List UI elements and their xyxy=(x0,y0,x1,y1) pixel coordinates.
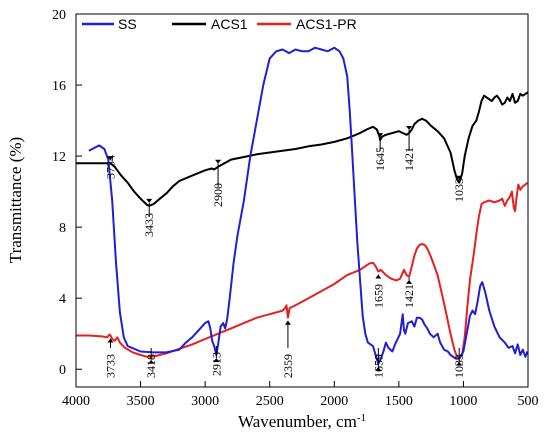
x-tick-label-1000: 1000 xyxy=(449,394,477,409)
annotation-label-1645-11: 1645 xyxy=(373,147,387,171)
legend-label-ss: SS xyxy=(118,16,137,32)
annotation-arrowhead-3734-8 xyxy=(107,156,114,161)
legend-label-acs1: ACS1 xyxy=(211,16,248,32)
x-axis-title: Wavenumber, cm-1 xyxy=(238,412,366,431)
x-axis-title-superscript: -1 xyxy=(357,412,366,424)
x-tick-label-4000: 4000 xyxy=(62,394,90,409)
y-axis-title: Transmittance (%) xyxy=(6,137,25,263)
annotation-label-1421-12: 1421 xyxy=(402,147,416,171)
annotation-arrowhead-1421-12 xyxy=(406,126,413,131)
x-tick-label-3500: 3500 xyxy=(127,394,155,409)
y-tick-label-12: 12 xyxy=(52,150,66,165)
series-line-acs1 xyxy=(76,91,529,207)
annotation-arrowhead-3433-9 xyxy=(146,198,153,203)
annotation-label-1033-7: 1033 xyxy=(452,354,466,378)
annotation-arrowhead-1659-5 xyxy=(375,274,382,279)
legend: SS ACS1 ACS1-PR xyxy=(82,16,357,32)
y-tick-label-8: 8 xyxy=(59,221,66,236)
annotation-layer: 3733 3418 2913 2359 1659 1659 1421 1033 3734 3433… xyxy=(103,126,466,378)
y-tick-labels: 0 4 8 12 16 20 xyxy=(52,8,66,378)
annotation-arrowhead-1033-7 xyxy=(456,361,463,366)
annotation-arrowhead-3418-1 xyxy=(148,359,155,364)
annotation-arrowhead-1645-11 xyxy=(377,133,384,138)
annotation-arrowhead-1033-13 xyxy=(456,175,463,180)
annotation-label-3418-1: 3418 xyxy=(144,354,158,378)
series-line-acs1-pr xyxy=(76,181,529,360)
x-axis-title-main: Wavenumber, cm xyxy=(238,412,357,431)
annotation-arrowhead-2913-2 xyxy=(213,358,220,363)
annotation-label-1033-13: 1033 xyxy=(452,178,466,202)
series-line-ss xyxy=(88,46,529,365)
y-tick-label-20: 20 xyxy=(52,8,66,23)
y-tick-label-0: 0 xyxy=(59,363,66,378)
x-tick-label-2500: 2500 xyxy=(256,394,284,409)
annotation-arrowhead-1659-4 xyxy=(375,366,382,371)
annotation-label-3433-9: 3433 xyxy=(142,213,156,237)
annotation-label-1659-4: 1659 xyxy=(371,354,385,378)
x-tick-label-1500: 1500 xyxy=(385,394,413,409)
series-layer xyxy=(76,46,529,365)
annotation-label-1659-5: 1659 xyxy=(371,284,385,308)
annotation-label-2359-3: 2359 xyxy=(281,354,295,378)
legend-label-acs1-pr: ACS1-PR xyxy=(296,16,357,32)
annotation-label-1421-6: 1421 xyxy=(402,284,416,308)
annotation-arrowhead-2359-3 xyxy=(284,320,291,325)
annotation-arrowhead-1421-6 xyxy=(406,279,413,284)
annotation-label-2913-2: 2913 xyxy=(209,352,223,376)
y-tick-label-4: 4 xyxy=(59,292,66,307)
y-tick-label-16: 16 xyxy=(52,79,66,94)
x-tick-label-500: 500 xyxy=(518,394,539,409)
plot-frame xyxy=(75,13,529,388)
annotation-arrowhead-3733-0 xyxy=(107,338,114,343)
annotation-label-3734-8: 3734 xyxy=(103,155,117,179)
annotation-arrowhead-2900-10 xyxy=(215,159,222,164)
x-tick-labels: 4000 3500 3000 2500 2000 1500 1000 500 xyxy=(62,394,539,409)
annotation-label-2900-10: 2900 xyxy=(211,183,225,207)
x-tick-label-3000: 3000 xyxy=(191,394,219,409)
annotation-label-3733-0: 3733 xyxy=(103,354,117,378)
x-tick-label-2000: 2000 xyxy=(320,394,348,409)
